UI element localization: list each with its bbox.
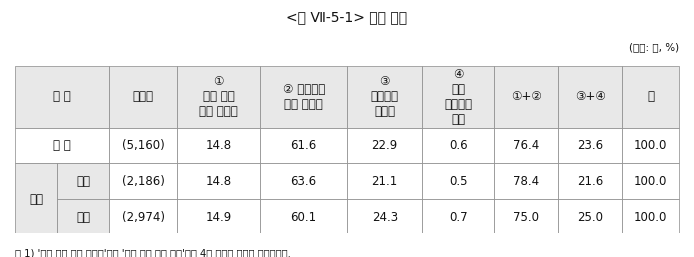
Text: 60.1: 60.1: [291, 211, 316, 224]
Bar: [15, 66, 110, 127]
Text: 22.9: 22.9: [371, 139, 398, 152]
Bar: [57, 199, 110, 235]
Bar: [57, 163, 110, 199]
Bar: [260, 163, 347, 199]
Bar: [494, 66, 558, 127]
Bar: [347, 66, 423, 127]
Text: ①+②: ①+②: [511, 90, 541, 103]
Text: 100.0: 100.0: [634, 211, 667, 224]
Text: 75.0: 75.0: [513, 211, 539, 224]
Bar: [110, 127, 178, 163]
Bar: [623, 163, 679, 199]
Bar: [423, 199, 494, 235]
Text: (2,186): (2,186): [122, 175, 165, 188]
Text: 0.5: 0.5: [449, 175, 468, 188]
Bar: [178, 199, 260, 235]
Bar: [260, 199, 347, 235]
Bar: [347, 127, 423, 163]
Bar: [623, 127, 679, 163]
Text: ② 차별받지
않는 편이다: ② 차별받지 않는 편이다: [282, 83, 325, 111]
Text: 14.8: 14.8: [205, 139, 232, 152]
Text: 100.0: 100.0: [634, 139, 667, 152]
Text: 24.3: 24.3: [372, 211, 398, 224]
Bar: [623, 199, 679, 235]
Text: 21.1: 21.1: [371, 175, 398, 188]
Text: 100.0: 100.0: [634, 175, 667, 188]
Text: (2,974): (2,974): [122, 211, 165, 224]
Bar: [260, 127, 347, 163]
Bar: [347, 199, 423, 235]
Text: <표 Ⅶ-5-1> 차별 정도: <표 Ⅶ-5-1> 차별 정도: [287, 11, 407, 25]
Bar: [423, 163, 494, 199]
Text: 0.7: 0.7: [449, 211, 468, 224]
Text: 21.6: 21.6: [577, 175, 603, 188]
Text: (단위: 명, %): (단위: 명, %): [629, 43, 679, 53]
Bar: [15, 127, 110, 163]
Bar: [260, 66, 347, 127]
Bar: [494, 127, 558, 163]
Bar: [494, 199, 558, 235]
Bar: [110, 199, 178, 235]
Text: 63.6: 63.6: [291, 175, 316, 188]
Text: 76.4: 76.4: [513, 139, 539, 152]
Bar: [558, 163, 623, 199]
Bar: [558, 127, 623, 163]
Bar: [178, 127, 260, 163]
Text: ③+④: ③+④: [575, 90, 606, 103]
Text: 25.0: 25.0: [577, 211, 603, 224]
Text: ③
차별받는
편이다: ③ 차별받는 편이다: [371, 75, 399, 118]
Bar: [178, 163, 260, 199]
Text: 14.9: 14.9: [205, 211, 232, 224]
Bar: [110, 66, 178, 127]
Bar: [178, 66, 260, 127]
Text: ①
전혀 차별
받지 않는다: ① 전혀 차별 받지 않는다: [199, 75, 238, 118]
Bar: [623, 66, 679, 127]
Bar: [558, 199, 623, 235]
Text: (5,160): (5,160): [122, 139, 164, 152]
Bar: [110, 163, 178, 199]
Bar: [347, 163, 423, 199]
Text: 14.8: 14.8: [205, 175, 232, 188]
Text: 23.6: 23.6: [577, 139, 603, 152]
Text: 여성: 여성: [76, 211, 90, 224]
Text: 0.6: 0.6: [449, 139, 468, 152]
Bar: [15, 163, 57, 235]
Bar: [494, 163, 558, 199]
Text: ④
매우
차별받고
있다: ④ 매우 차별받고 있다: [444, 68, 472, 126]
Text: 남성: 남성: [76, 175, 90, 188]
Text: 응답수: 응답수: [133, 90, 154, 103]
Bar: [558, 66, 623, 127]
Text: 계: 계: [647, 90, 654, 103]
Bar: [423, 66, 494, 127]
Text: 주 1) '전혀 차별 받지 않는다'부터 '매우 차별 받고 있다'까지 4점 척도의 비율로 표기하였다.: 주 1) '전혀 차별 받지 않는다'부터 '매우 차별 받고 있다'까지 4점…: [15, 249, 291, 257]
Text: 성별: 성별: [29, 193, 43, 206]
Bar: [423, 127, 494, 163]
Text: 구 분: 구 분: [53, 90, 71, 103]
Text: 78.4: 78.4: [513, 175, 539, 188]
Text: 61.6: 61.6: [291, 139, 316, 152]
Text: 전 체: 전 체: [53, 139, 71, 152]
